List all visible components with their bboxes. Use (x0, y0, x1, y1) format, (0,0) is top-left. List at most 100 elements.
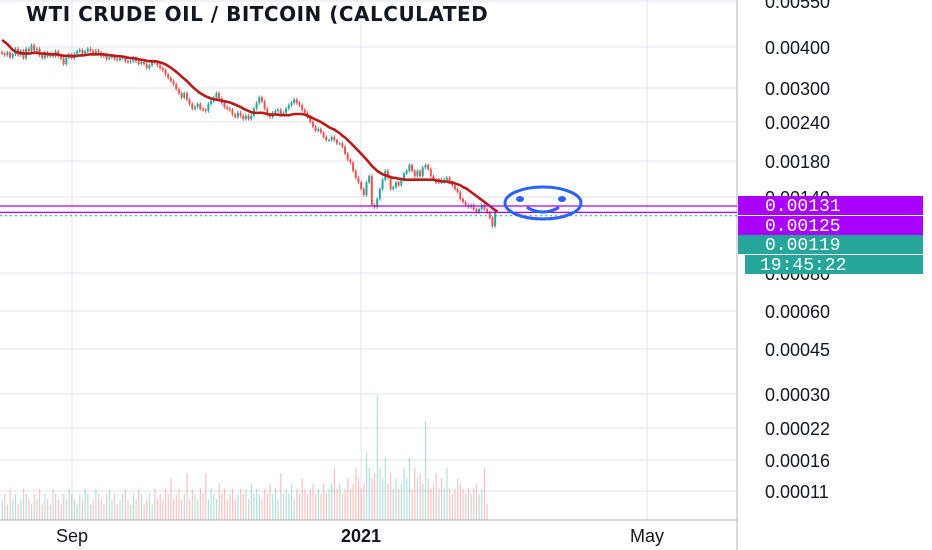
volume-bar (140, 494, 143, 520)
time-axis[interactable]: Sep 2021 May (56, 526, 664, 546)
candle (204, 107, 207, 113)
candle (226, 105, 229, 111)
candle (242, 113, 245, 121)
volume-bar (167, 494, 169, 520)
volume-bar (432, 483, 435, 520)
volume-bar (143, 504, 145, 520)
svg-text:0.00131: 0.00131 (765, 197, 841, 217)
volume-bar (449, 488, 451, 520)
volume-bar (406, 478, 408, 520)
candle (231, 107, 234, 117)
volume-bar (63, 494, 65, 520)
price-tick-label: 0.00060 (765, 302, 830, 322)
moving-average-line (1, 38, 499, 213)
candle (295, 97, 298, 105)
volume-bar (14, 494, 17, 520)
volume-bar (341, 494, 344, 520)
volume-bar (162, 499, 164, 520)
volume-bar (73, 499, 76, 520)
candle (218, 91, 221, 101)
time-tick-label: May (630, 526, 664, 546)
volume-bar (328, 488, 330, 520)
candle (255, 101, 258, 111)
volume-bar (6, 504, 9, 520)
candle (494, 210, 497, 228)
volume-bar (352, 483, 354, 520)
candle (381, 177, 384, 191)
volume-bar (97, 494, 100, 520)
volume-bar (355, 468, 357, 520)
volume-bar (111, 499, 113, 520)
volume-bar (325, 494, 327, 520)
volume-bar (39, 488, 41, 520)
candle (408, 163, 411, 173)
volume-bar (181, 499, 183, 520)
volume-bar (392, 488, 394, 520)
volume-bar (28, 499, 30, 520)
candle (349, 157, 352, 165)
candle (368, 174, 371, 185)
volume-bar (408, 457, 411, 520)
candle (461, 197, 464, 204)
svg-text:19:45:22: 19:45:22 (760, 256, 846, 276)
price-tick-label: 0.00045 (765, 340, 830, 360)
candle (3, 51, 6, 57)
volume-bar (173, 499, 175, 520)
candle (322, 130, 325, 139)
volume-bar (473, 488, 475, 520)
volume-bar (475, 483, 478, 520)
candle (293, 97, 296, 105)
volume-bar (304, 488, 306, 520)
volume-bar (430, 488, 432, 520)
price-tag: 0.00125 (738, 216, 923, 237)
candle (236, 110, 239, 119)
candle (362, 187, 365, 197)
volume-bar (323, 483, 325, 520)
candle (86, 47, 89, 54)
candle (78, 48, 81, 54)
volume-bar (76, 504, 78, 520)
volume-bar (245, 488, 247, 520)
volume-bar (457, 478, 459, 520)
volume-bar (250, 483, 252, 520)
countdown-tag: 19:45:22 (745, 255, 923, 276)
volume-bar (481, 488, 483, 520)
volume-bar (199, 488, 202, 520)
volume-bar (266, 494, 269, 520)
smiley-drawing[interactable] (503, 185, 583, 221)
candle (228, 106, 231, 112)
candle (421, 165, 424, 178)
candle (215, 91, 218, 100)
candle (330, 135, 333, 142)
candle (344, 145, 347, 156)
volume-bar (175, 494, 177, 520)
time-tick-label: 2021 (341, 526, 381, 546)
volume-bar (309, 488, 311, 520)
volume-bar (223, 488, 226, 520)
volume-bar (44, 494, 46, 520)
smiley-mouth (526, 206, 560, 214)
volume-bar (215, 499, 218, 520)
price-tick-label: 0.00400 (765, 38, 830, 58)
volume-bar (221, 494, 223, 520)
volume-bar (210, 488, 212, 520)
candle (207, 102, 210, 113)
volume-bar (264, 488, 266, 520)
volume-bar (416, 478, 419, 520)
volume-bar (390, 473, 392, 520)
volume-bar (108, 488, 110, 520)
volume-bar (178, 488, 180, 520)
volume-bar (382, 478, 384, 520)
volume-bar (454, 488, 456, 520)
volume-bar (159, 494, 161, 520)
volume-bar (344, 488, 346, 520)
volume-bar (132, 494, 135, 520)
volume-bar (384, 457, 386, 520)
candle (76, 49, 79, 56)
candle (11, 52, 14, 60)
volume-bar (194, 494, 196, 520)
candle (424, 163, 427, 170)
price-tag: 0.00119 (738, 235, 923, 256)
volume-bar (92, 499, 94, 520)
